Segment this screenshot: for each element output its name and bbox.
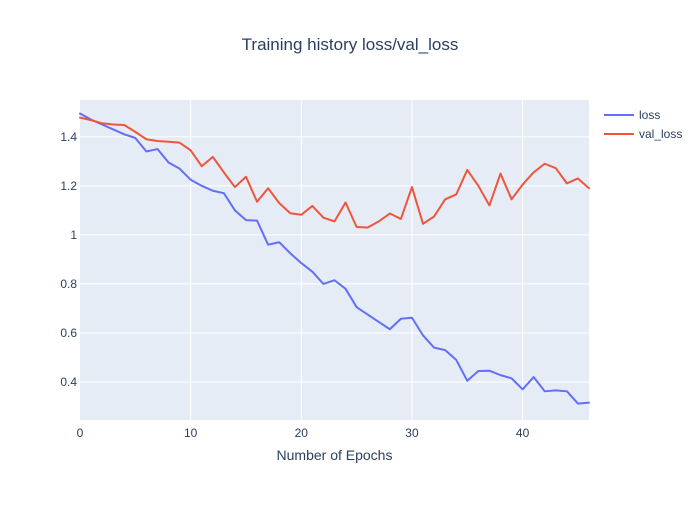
x-tick-labels: 0 10 20 30 40: [77, 426, 530, 440]
x-tick-label: 30: [405, 426, 419, 440]
legend-label: val_loss: [639, 127, 682, 141]
x-tick-label: 10: [184, 426, 198, 440]
series-line-loss: [79, 112, 590, 405]
chart-title: Training history loss/val_loss: [242, 35, 459, 54]
y-gridlines: [80, 136, 589, 383]
y-tick-label: 1.4: [60, 130, 77, 144]
series-layer: [79, 112, 590, 405]
x-gridlines: [190, 100, 524, 420]
plot-background: [80, 100, 589, 420]
y-tick-label: 0.8: [60, 277, 77, 291]
x-tick-label: 0: [77, 426, 84, 440]
y-tick-label: 1.2: [60, 179, 77, 193]
y-tick-labels: 0.4 0.6 0.8 1 1.2 1.4: [60, 130, 77, 389]
legend-item-val-loss[interactable]: val_loss: [604, 127, 682, 141]
legend-label: loss: [639, 108, 660, 122]
series-line-val-loss: [79, 116, 590, 229]
legend[interactable]: loss val_loss: [604, 108, 682, 141]
y-tick-label: 0.4: [60, 375, 77, 389]
x-tick-label: 20: [295, 426, 309, 440]
x-tick-label: 40: [516, 426, 530, 440]
legend-item-loss[interactable]: loss: [604, 108, 660, 122]
y-tick-label: 0.6: [60, 326, 77, 340]
x-axis-label: Number of Epochs: [277, 447, 393, 463]
y-tick-label: 1: [70, 228, 77, 242]
